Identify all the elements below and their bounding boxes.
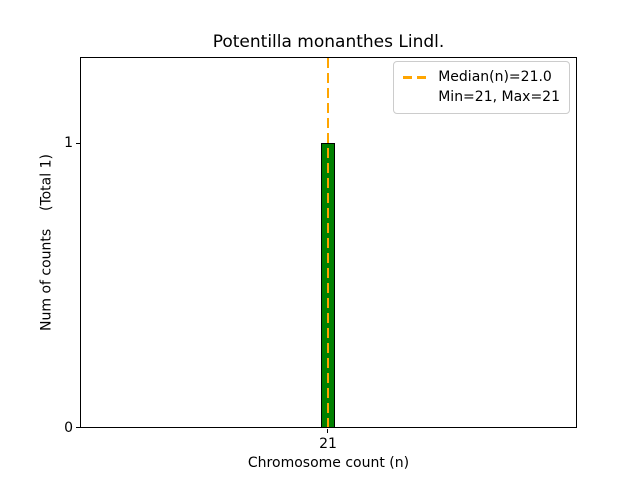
legend-entry-minmax: Min=21, Max=21 <box>403 87 560 107</box>
legend-entry-median: Median(n)=21.0 <box>403 67 560 87</box>
y-tick-label-1: 1 <box>64 135 73 151</box>
legend-label-median: Median(n)=21.0 <box>438 69 552 85</box>
x-axis-label: Chromosome count (n) <box>247 455 410 471</box>
legend: Median(n)=21.0 Min=21, Max=21 <box>393 61 570 114</box>
y-tick-mark-0 <box>76 427 80 428</box>
dashed-line-icon <box>403 75 430 79</box>
x-tick-mark-21 <box>327 429 328 433</box>
chart-title: Potentilla monanthes Lindl. <box>212 32 445 52</box>
median-line <box>327 58 329 427</box>
y-tick-mark-1 <box>76 143 80 144</box>
legend-label-minmax: Min=21, Max=21 <box>438 89 560 105</box>
y-axis-label: Num of counts (Total 1) <box>38 154 55 331</box>
x-tick-label-21: 21 <box>319 436 337 452</box>
y-tick-label-0: 0 <box>64 420 73 436</box>
plot-area: Median(n)=21.0 Min=21, Max=21 <box>80 57 577 428</box>
legend-handle-spacer <box>403 96 429 99</box>
